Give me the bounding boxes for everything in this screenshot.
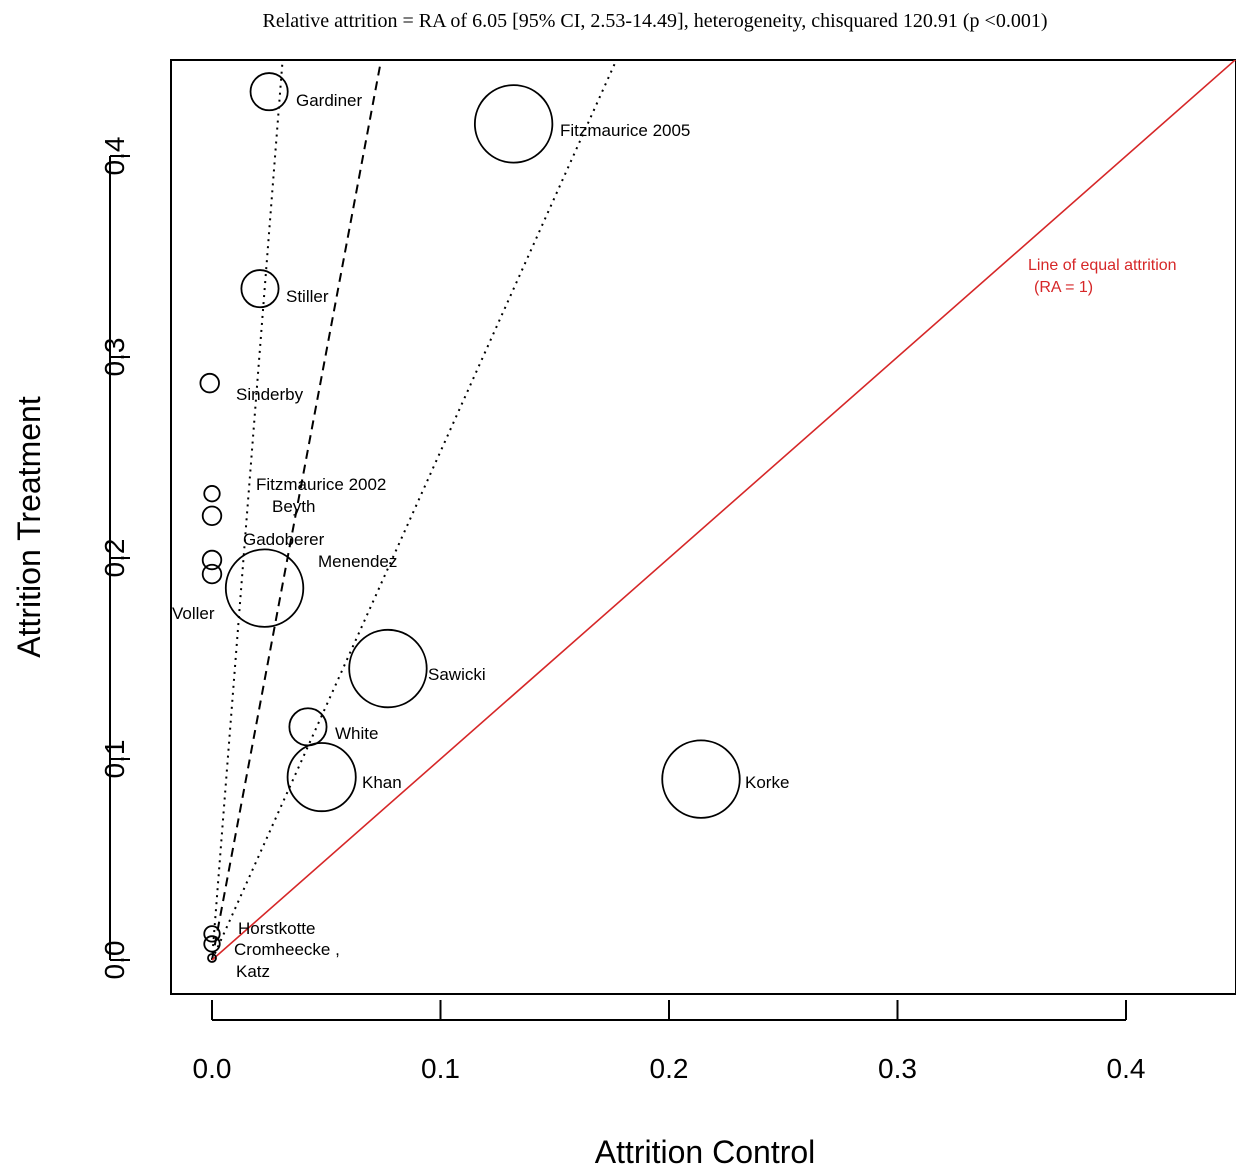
point-voller	[201, 563, 223, 585]
point-fitzmaurice-2005	[473, 84, 554, 164]
y-axis-title: Attrition Treatment	[11, 396, 47, 658]
label-stiller: Stiller	[286, 287, 329, 306]
label-korke: Korke	[745, 773, 789, 792]
point-korke	[661, 739, 741, 819]
dotted-line-2	[211, 60, 284, 961]
equal-attrition-label-line2: (RA = 1)	[1034, 279, 1093, 296]
y-axis: 0.0 0.1 0.2 0.3 0.4	[99, 137, 130, 980]
point-katz	[207, 953, 217, 963]
x-axis: 0.0 0.1 0.2 0.3 0.4	[193, 1000, 1146, 1084]
y-tick-label-3: 0.3	[99, 338, 130, 377]
line-of-equal-attrition	[211, 60, 1236, 961]
label-beyth: Beyth	[272, 497, 315, 516]
label-gadoberer: Gadoberer	[243, 530, 325, 549]
y-tick-label-2: 0.2	[99, 539, 130, 578]
point-gardiner	[249, 72, 289, 112]
label-voller: Voller	[172, 604, 215, 623]
x-tick-label-0: 0.0	[193, 1053, 232, 1084]
label-sawicki: Sawicki	[428, 665, 486, 684]
x-axis-title: Attrition Control	[595, 1134, 816, 1167]
point-sinderby	[199, 372, 220, 394]
label-fitzmaurice-2005: Fitzmaurice 2005	[560, 121, 690, 140]
y-tick-label-4: 0.4	[99, 137, 130, 176]
plot-frame	[170, 59, 1236, 995]
label-cromheecke: Cromheecke ,	[234, 940, 340, 959]
label-menendez: Menendez	[318, 552, 397, 571]
y-tick-label-0: 0.0	[99, 941, 130, 980]
x-tick-label-1: 0.1	[421, 1053, 460, 1084]
reference-lines	[211, 60, 1236, 961]
label-white: White	[335, 724, 378, 743]
label-horstkotte: Horstkotte	[238, 919, 315, 938]
point-khan	[286, 742, 357, 813]
point-white	[288, 707, 328, 747]
point-cromheecke	[203, 935, 221, 953]
label-sinderby: Sinderby	[236, 385, 304, 404]
point-beyth	[201, 505, 223, 526]
chart-title: Relative attrition = RA of 6.05 [95% CI,…	[263, 10, 1048, 32]
x-tick-label-4: 0.4	[1107, 1053, 1146, 1084]
point-sawicki	[348, 628, 428, 709]
point-gadoberer	[201, 549, 223, 571]
dashed-line-0	[211, 60, 383, 961]
point-fitzmaurice-2002	[203, 485, 221, 503]
label-gardiner: Gardiner	[296, 91, 362, 110]
label-katz: Katz	[236, 962, 270, 981]
dotted-line-1	[211, 60, 618, 961]
label-khan: Khan	[362, 773, 402, 792]
equal-attrition-label-line1: Line of equal attrition	[1028, 257, 1177, 274]
x-tick-label-2: 0.2	[650, 1053, 689, 1084]
y-tick-label-1: 0.1	[99, 740, 130, 779]
x-tick-label-3: 0.3	[878, 1053, 917, 1084]
point-menendez	[224, 548, 305, 628]
label-fitzmaurice-2002: Fitzmaurice 2002	[256, 475, 386, 494]
point-labels: Gardiner Fitzmaurice 2005 Stiller Sinderby F…	[172, 91, 789, 981]
data-points	[199, 72, 741, 963]
point-horstkotte	[203, 925, 221, 943]
point-stiller	[240, 269, 280, 309]
